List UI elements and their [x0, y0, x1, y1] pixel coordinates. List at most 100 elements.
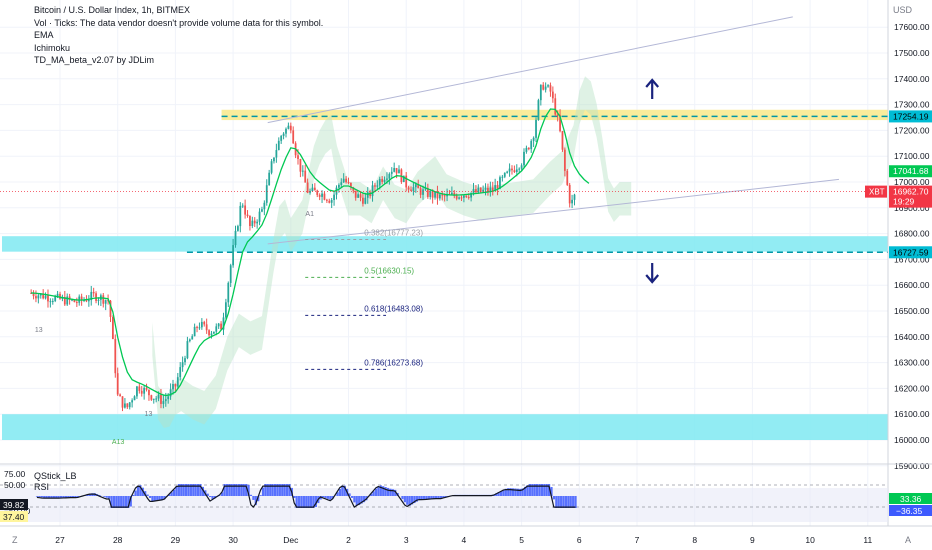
sub-right-tag	[889, 493, 932, 504]
candle-body	[287, 125, 290, 129]
qstick-bar	[249, 494, 253, 496]
candle-body	[482, 189, 485, 192]
qstick-bar	[273, 484, 277, 496]
level-price-tag	[889, 246, 932, 259]
qstick-bar	[309, 496, 313, 508]
candle-body	[104, 300, 107, 304]
auto-scale-button[interactable]: A	[905, 535, 912, 545]
candle-body	[270, 161, 273, 173]
candle-body	[37, 295, 40, 299]
candle-body	[261, 209, 263, 212]
candle-body	[508, 168, 511, 172]
qstick-bar	[129, 496, 132, 507]
legend-title: Bitcoin / U.S. Dollar Index, 1h, BITMEX	[34, 5, 191, 15]
qstick-bar	[343, 485, 346, 496]
x-tick-label: 2	[346, 535, 351, 545]
candle-body	[63, 296, 66, 305]
sub-left-value: 37.40	[3, 512, 25, 522]
candle-body	[359, 194, 362, 198]
sub-left-tag	[0, 511, 28, 522]
candle-body	[265, 185, 268, 203]
candle-body	[388, 173, 391, 179]
support-zone	[2, 414, 888, 440]
qstick-bar	[120, 496, 123, 508]
candle-body	[366, 192, 369, 198]
candle-body	[465, 195, 468, 198]
qstick-bar	[223, 484, 226, 496]
x-tick-label: 30	[228, 535, 238, 545]
candle-body	[169, 389, 172, 397]
qstick-bar	[74, 496, 77, 498]
qstick-bar	[567, 496, 570, 508]
qstick-bar	[88, 493, 92, 496]
qstick-bar	[187, 484, 190, 496]
candle-body	[155, 398, 158, 400]
qstick-bar	[59, 496, 63, 498]
qstick-bar	[209, 496, 212, 498]
candle-body	[426, 188, 429, 197]
qstick-bar	[519, 488, 522, 496]
sub-y-tick-left: 75.00	[4, 469, 26, 479]
candle-body	[345, 178, 347, 183]
timezone-button[interactable]: Z	[12, 535, 18, 545]
sub-right-value: −36.35	[896, 506, 923, 516]
candle-body	[234, 230, 237, 246]
qstick-bar	[64, 496, 67, 498]
candle-body	[568, 184, 571, 204]
y-tick-label: 17100.00	[894, 151, 930, 161]
candle-body	[487, 187, 489, 192]
qstick-bar	[516, 488, 519, 496]
qstick-bar	[69, 496, 72, 498]
qstick-bar	[98, 495, 101, 496]
candle-body	[467, 197, 470, 199]
qstick-bar	[158, 496, 161, 501]
candle-body	[309, 190, 311, 193]
qstick-bar	[391, 489, 394, 496]
candle-body	[212, 331, 215, 334]
legend-ema: EMA	[34, 30, 54, 40]
candle-body	[477, 187, 480, 193]
candle-body	[92, 291, 95, 294]
candle-body	[95, 293, 97, 301]
qstick-bar	[242, 484, 245, 496]
qstick-bar	[62, 496, 65, 498]
sub-legend: QStick_LB RSI	[34, 471, 77, 493]
candle-body	[547, 85, 549, 87]
candle-body	[323, 193, 326, 200]
qstick-bar	[305, 496, 308, 508]
y-tick-label: 17400.00	[894, 74, 930, 84]
y-tick-label: 16800.00	[894, 229, 930, 239]
qstick-bar	[237, 484, 241, 496]
qstick-bar	[50, 496, 53, 498]
qstick-bar	[144, 491, 147, 496]
qstick-bar	[55, 496, 58, 498]
candle-body	[537, 100, 540, 120]
qstick-bar	[199, 484, 202, 496]
qstick-bar	[509, 488, 512, 496]
candle-body	[181, 362, 184, 368]
qstick-bar	[293, 496, 296, 499]
candle-body	[532, 137, 535, 141]
qstick-bar	[134, 490, 137, 496]
qstick-bar	[560, 496, 563, 508]
qstick-bar	[269, 484, 272, 496]
y-tick-label: 16300.00	[894, 358, 930, 368]
qstick-bar	[76, 496, 79, 497]
candle-body	[383, 179, 386, 182]
qstick-bar	[194, 484, 197, 496]
current-price-tag	[889, 185, 932, 208]
candle-body	[176, 377, 179, 387]
arrow-up-icon-head	[645, 78, 660, 88]
candle-body	[563, 149, 566, 171]
qstick-bar	[156, 496, 159, 501]
candle-body	[179, 367, 182, 378]
candle-body	[47, 295, 49, 302]
candle-body	[297, 155, 299, 159]
candle-body	[246, 214, 249, 216]
qstick-bar	[394, 489, 397, 496]
y-tick-label: 16100.00	[894, 409, 930, 419]
candle-body	[174, 383, 177, 387]
candle-body	[318, 194, 321, 197]
qstick-bar	[353, 496, 356, 503]
